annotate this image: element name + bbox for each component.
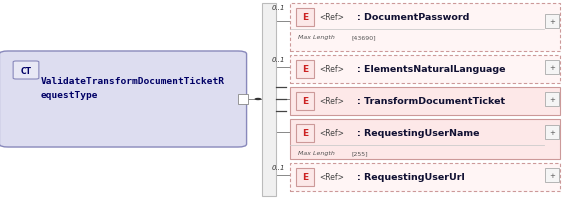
Text: Max Length: Max Length <box>298 35 335 40</box>
Bar <box>296 124 314 142</box>
Text: CT: CT <box>21 66 31 75</box>
Bar <box>296 93 314 110</box>
Text: +: + <box>549 19 555 25</box>
FancyBboxPatch shape <box>290 4 560 52</box>
Text: ValidateTransformDocumentTicketR: ValidateTransformDocumentTicketR <box>41 77 225 86</box>
Bar <box>545 125 559 139</box>
Text: Max Length: Max Length <box>298 151 335 156</box>
Text: : ElementsNaturalLanguage: : ElementsNaturalLanguage <box>357 65 506 74</box>
Text: : TransformDocumentTicket: : TransformDocumentTicket <box>357 97 505 106</box>
Text: 0..1: 0..1 <box>272 164 285 170</box>
Text: E: E <box>302 65 308 74</box>
Text: +: + <box>549 129 555 135</box>
Bar <box>545 15 559 29</box>
Text: : RequestingUserUrl: : RequestingUserUrl <box>357 173 464 182</box>
Text: +: + <box>549 65 555 71</box>
Bar <box>296 9 314 27</box>
Text: 0..1: 0..1 <box>272 57 285 63</box>
Bar <box>545 93 559 106</box>
Bar <box>238 95 248 104</box>
Text: E: E <box>302 173 308 182</box>
Bar <box>545 61 559 75</box>
Text: E: E <box>302 97 308 106</box>
Text: E: E <box>302 13 308 22</box>
Bar <box>545 168 559 182</box>
Bar <box>296 168 314 186</box>
FancyBboxPatch shape <box>290 119 560 159</box>
Text: E: E <box>302 129 308 138</box>
Text: [255]: [255] <box>351 151 368 156</box>
Text: +: + <box>549 172 555 178</box>
Bar <box>296 61 314 79</box>
Text: <Ref>: <Ref> <box>319 97 344 106</box>
Text: <Ref>: <Ref> <box>319 13 344 22</box>
Text: : DocumentPassword: : DocumentPassword <box>357 13 470 22</box>
Text: <Ref>: <Ref> <box>319 65 344 74</box>
Text: [43690]: [43690] <box>351 35 376 40</box>
FancyBboxPatch shape <box>0 52 247 147</box>
FancyBboxPatch shape <box>13 62 39 80</box>
FancyBboxPatch shape <box>290 88 560 115</box>
Text: : RequestingUserName: : RequestingUserName <box>357 129 479 138</box>
Text: <Ref>: <Ref> <box>319 129 344 138</box>
Bar <box>262 4 276 196</box>
FancyBboxPatch shape <box>290 56 560 84</box>
Text: +: + <box>549 97 555 102</box>
FancyBboxPatch shape <box>290 163 560 191</box>
Text: equestType: equestType <box>41 91 98 100</box>
Text: 0..1: 0..1 <box>272 5 285 11</box>
Text: <Ref>: <Ref> <box>319 173 344 182</box>
Circle shape <box>255 98 261 101</box>
